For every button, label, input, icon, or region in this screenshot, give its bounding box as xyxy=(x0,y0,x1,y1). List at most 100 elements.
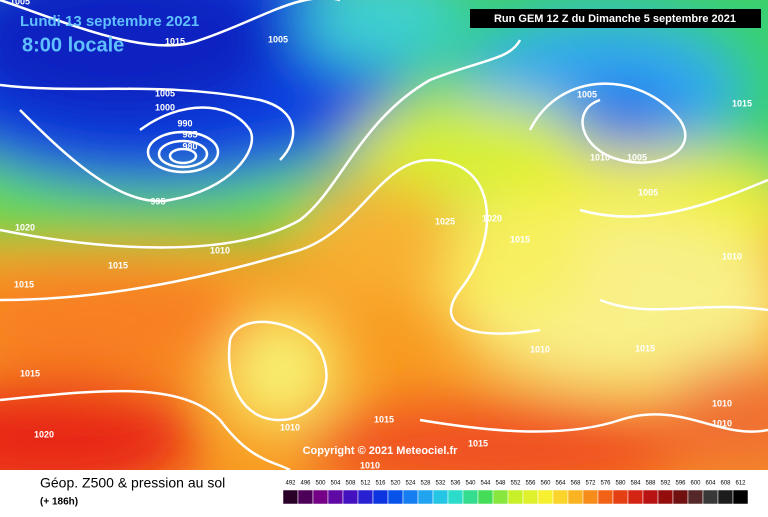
scale-swatch xyxy=(612,489,629,505)
scale-swatch xyxy=(627,489,644,505)
scale-label: 548 xyxy=(495,481,506,487)
isobar-label: 1010 xyxy=(712,418,732,428)
scale-swatch xyxy=(417,489,434,505)
scale-label: 588 xyxy=(645,481,656,487)
scale-swatch xyxy=(342,489,359,505)
scale-swatch xyxy=(702,489,719,505)
scale-label: 552 xyxy=(510,481,521,487)
isobar-label: 1020 xyxy=(482,213,502,223)
isobar-label: 1005 xyxy=(268,34,288,44)
scale-swatch xyxy=(387,489,404,505)
isobar-label: 1005 xyxy=(627,152,647,162)
scale-swatch xyxy=(327,489,344,505)
scale-label: 508 xyxy=(345,481,356,487)
isobar-label: 1010 xyxy=(280,422,300,432)
isobar-label: 1015 xyxy=(108,260,128,270)
scale-label: 604 xyxy=(705,481,716,487)
scale-swatch xyxy=(447,489,464,505)
scale-swatch xyxy=(687,489,704,505)
scale-label: 580 xyxy=(615,481,626,487)
scale-swatch xyxy=(657,489,674,505)
scale-label: 520 xyxy=(390,481,401,487)
isobar-label: 1015 xyxy=(468,438,488,448)
isobar-label: 1015 xyxy=(374,414,394,424)
isobar-label: 985 xyxy=(182,129,197,139)
scale-swatch xyxy=(732,489,749,505)
scale-label: 584 xyxy=(630,481,641,487)
scale-label: 516 xyxy=(375,481,386,487)
scale-label: 568 xyxy=(570,481,581,487)
scale-swatch xyxy=(672,489,689,505)
lead-time: (+ 186h) xyxy=(40,497,78,508)
isobar-label: 1010 xyxy=(360,460,380,470)
scale-swatch xyxy=(567,489,584,505)
scale-label: 612 xyxy=(735,481,746,487)
isobar-label: 1010 xyxy=(530,344,550,354)
isobar-label: 1020 xyxy=(34,429,54,439)
scale-label: 536 xyxy=(450,481,461,487)
copyright: Copyright © 2021 Meteociel.fr xyxy=(303,445,459,457)
scale-label: 544 xyxy=(480,481,491,487)
scale-label: 496 xyxy=(300,481,311,487)
isobar-label: 980 xyxy=(182,141,197,151)
scale-label: 512 xyxy=(360,481,371,487)
scale-label: 524 xyxy=(405,481,416,487)
scale-swatch xyxy=(552,489,569,505)
scale-label: 564 xyxy=(555,481,566,487)
scale-swatch xyxy=(312,489,329,505)
scale-label: 572 xyxy=(585,481,596,487)
scale-label: 600 xyxy=(690,481,701,487)
scale-label: 504 xyxy=(330,481,341,487)
scale-swatch xyxy=(717,489,734,505)
scale-swatch xyxy=(357,489,374,505)
scale-label: 492 xyxy=(285,481,296,487)
isobar-label: 1015 xyxy=(14,279,34,289)
isobar-label: 1010 xyxy=(712,398,732,408)
scale-swatch xyxy=(372,489,389,505)
isobar-label: 1000 xyxy=(155,102,175,112)
scale-label: 532 xyxy=(435,481,446,487)
isobar-label: 995 xyxy=(150,196,165,206)
run-box xyxy=(470,9,761,28)
scale-swatch xyxy=(432,489,449,505)
scale-label: 540 xyxy=(465,481,476,487)
scale-label: 592 xyxy=(660,481,671,487)
scale-label: 576 xyxy=(600,481,611,487)
isobar-label: 1005 xyxy=(10,0,30,6)
isobar-label: 1015 xyxy=(165,36,185,46)
scale-swatch xyxy=(462,489,479,505)
isobar-label: 1010 xyxy=(210,245,230,255)
isobar-label: 1010 xyxy=(590,152,610,162)
scale-label: 596 xyxy=(675,481,686,487)
isobar-label: 1015 xyxy=(20,368,40,378)
scale-label: 528 xyxy=(420,481,431,487)
isobar-label: 1015 xyxy=(510,234,530,244)
date: Lundi 13 septembre 2021 xyxy=(20,13,199,30)
scale-swatch xyxy=(582,489,599,505)
isobar-label: 1005 xyxy=(638,187,658,197)
footer-title: Géop. Z500 & pression au sol xyxy=(40,475,225,491)
time: 8:00 locale xyxy=(22,34,124,56)
scale-swatch xyxy=(297,489,314,505)
scale-swatch xyxy=(642,489,659,505)
isobar-label: 1010 xyxy=(722,251,742,261)
scale-swatch xyxy=(477,489,494,505)
isobar-label: 990 xyxy=(177,118,192,128)
scale-swatch xyxy=(492,489,509,505)
scale-swatch xyxy=(507,489,524,505)
scale-swatch xyxy=(597,489,614,505)
scale-swatch xyxy=(522,489,539,505)
isobar-label: 1015 xyxy=(635,343,655,353)
isobar-label: 1025 xyxy=(435,216,455,226)
scale-label: 608 xyxy=(720,481,731,487)
isobar-label: 1015 xyxy=(732,98,752,108)
scale-label: 500 xyxy=(315,481,326,487)
isobar-label: 1005 xyxy=(155,88,175,98)
isobar-label: 1020 xyxy=(15,222,35,232)
scale-swatch xyxy=(537,489,554,505)
scale-label: 556 xyxy=(525,481,536,487)
scale-swatch xyxy=(402,489,419,505)
